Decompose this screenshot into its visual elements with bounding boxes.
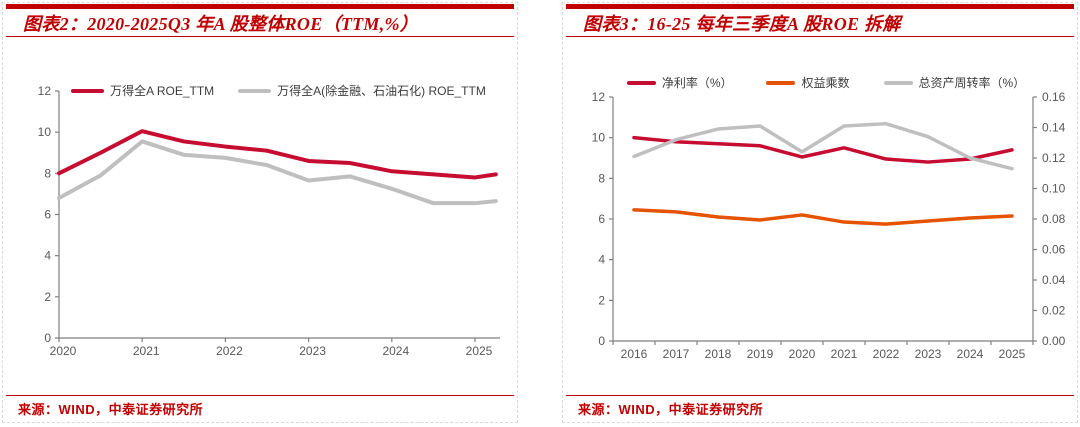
legend-label: 万得全A(除金融、石油石化) ROE_TTM <box>277 84 486 98</box>
series-line <box>632 208 1014 226</box>
axis-tick-label: 0.10 <box>1042 182 1066 196</box>
axis-tick-label: 8 <box>598 171 605 185</box>
axis-tick-label: 2021 <box>831 347 858 361</box>
axis-tick-label: 0 <box>44 331 51 345</box>
panel-top-accent-bar <box>566 4 1074 9</box>
series-line <box>57 129 498 180</box>
axis-tick-label: 0.14 <box>1042 121 1066 135</box>
legend-line-swatch <box>238 88 272 93</box>
axis-tick-label: 0.08 <box>1042 212 1066 226</box>
series-line <box>57 139 498 206</box>
axis-tick-label: 12 <box>38 84 52 98</box>
axis-tick-label: 0.12 <box>1042 151 1066 165</box>
axis-tick-label: 2023 <box>299 344 326 358</box>
axis-tick-label: 2024 <box>957 347 984 361</box>
axis-tick-label: 2020 <box>789 347 816 361</box>
legend-label: 净利率（%） <box>661 76 733 90</box>
axis-tick-label: 2022 <box>873 347 900 361</box>
figure-3-chart-area: 0 2 4 6 8 10 12 0.00 0.02 0.04 0.06 0.08 0.10 0.12 0.1… <box>566 37 1074 395</box>
axis-tick-label: 2 <box>44 290 51 304</box>
axis-tick-label: 0 <box>598 334 605 348</box>
figure-3-source: 来源：WIND，中泰证券研究所 <box>566 395 1074 420</box>
axis-tick-label: 12 <box>592 90 606 104</box>
legend-item: 万得全A(除金融、石油石化) ROE_TTM <box>238 82 486 99</box>
axis-tick-label: 8 <box>44 166 51 180</box>
axis-tick-label: 2017 <box>663 347 690 361</box>
axis-tick-label: 2024 <box>382 344 409 358</box>
legend-item: 权益乘数 <box>766 74 850 91</box>
legend-label: 万得全A ROE_TTM <box>110 84 215 98</box>
axis-tick-label: 10 <box>592 131 606 145</box>
axis-tick-label: 2 <box>598 293 605 307</box>
axis-tick-label: 0.00 <box>1042 334 1066 348</box>
legend-line-swatch <box>626 80 656 85</box>
roe-ttm-line-chart: 0 2 4 6 8 10 12 2020 2021 2022 2023 2024 2025 <box>38 84 500 358</box>
axis-tick-label: 0.02 <box>1042 304 1066 318</box>
axis-tick-label: 0.06 <box>1042 243 1066 257</box>
axis-tick-label: 10 <box>38 125 52 139</box>
axis-tick-label: 2025 <box>466 344 493 358</box>
legend-line-swatch <box>883 80 913 85</box>
figure-2-panel: 图表2：2020-2025Q3 年A 股整体ROE（TTM,%） 0 2 4 6 8 10… <box>2 2 518 423</box>
axis-tick-label: 4 <box>598 253 605 267</box>
panel-top-accent-bar <box>6 4 514 9</box>
axis-tick-label: 2021 <box>133 344 160 358</box>
axis-tick-label: 4 <box>44 249 51 263</box>
figure-2-chart-area: 0 2 4 6 8 10 12 2020 2021 2022 2023 2024 2025 万得全A R… <box>6 37 514 395</box>
axis-tick-label: 6 <box>598 212 605 226</box>
legend-line-swatch <box>71 88 105 93</box>
legend-item: 万得全A ROE_TTM <box>71 82 214 99</box>
axis-tick-label: 2025 <box>999 347 1026 361</box>
series-line <box>632 135 1014 164</box>
figure-2-legend: 万得全A ROE_TTM 万得全A(除金融、石油石化) ROE_TTM <box>56 82 501 99</box>
series-line <box>632 121 1014 171</box>
figure-3-legend: 净利率（%） 权益乘数 总资产周转率（%） <box>606 74 1046 91</box>
figure-3-title: 图表3：16-25 每年三季度A 股ROE 拆解 <box>566 9 1074 37</box>
figure-2-source: 来源：WIND，中泰证券研究所 <box>6 395 514 420</box>
legend-item: 净利率（%） <box>626 74 733 91</box>
legend-item: 总资产周转率（%） <box>883 74 1026 91</box>
axis-tick-label: 0.04 <box>1042 273 1066 287</box>
figure-2-title: 图表2：2020-2025Q3 年A 股整体ROE（TTM,%） <box>6 9 514 37</box>
figure-3-panel: 图表3：16-25 每年三季度A 股ROE 拆解 0 2 4 6 8 10 12 0.00 0.… <box>562 2 1078 423</box>
axis-tick-label: 2018 <box>705 347 732 361</box>
legend-label: 权益乘数 <box>801 76 850 90</box>
axis-tick-label: 6 <box>44 208 51 222</box>
legend-line-swatch <box>766 80 796 85</box>
axis-tick-label: 2019 <box>747 347 774 361</box>
axis-tick-label: 0.16 <box>1042 90 1066 104</box>
roe-decomposition-line-chart: 0 2 4 6 8 10 12 0.00 0.02 0.04 0.06 0.08 0.10 0.12 0.1… <box>592 90 1066 361</box>
axis-tick-label: 2022 <box>216 344 243 358</box>
axis-tick-label: 2016 <box>621 347 648 361</box>
legend-label: 总资产周转率（%） <box>918 76 1026 90</box>
axis-tick-label: 2020 <box>50 344 77 358</box>
axis-tick-label: 2023 <box>915 347 942 361</box>
